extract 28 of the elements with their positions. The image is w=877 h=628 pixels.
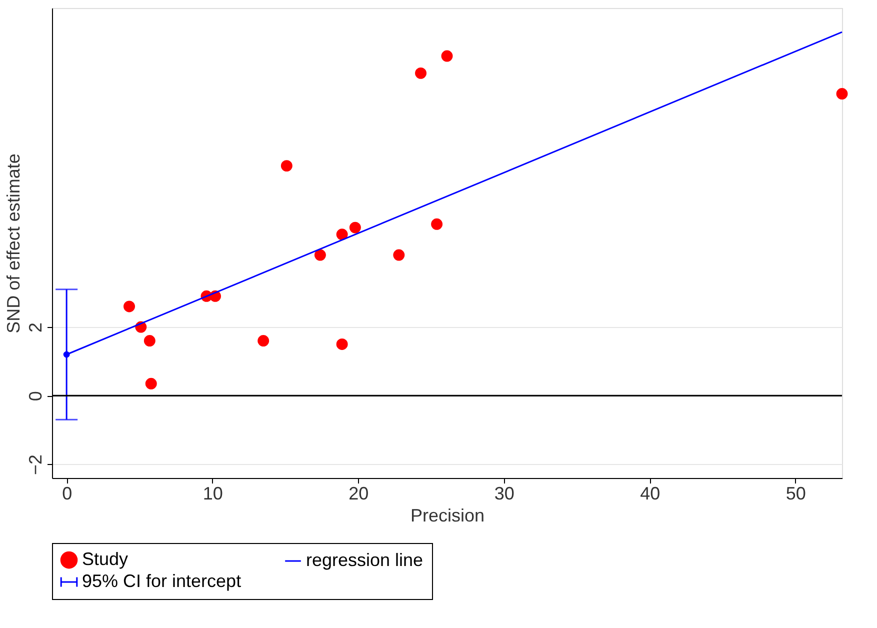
point [336,338,348,350]
x-tick-label: 40 [640,484,660,504]
x-tick-label: 0 [62,484,72,504]
legend-label: Study [82,549,128,570]
point [336,228,348,240]
point [258,335,270,347]
point [349,222,361,234]
point [145,378,157,390]
x-tick-label: 20 [348,484,369,504]
point [393,249,405,261]
point [836,88,848,100]
x-axis-title: Precision [410,506,485,526]
legend-label: regression line [306,550,424,570]
point [124,300,135,312]
point [144,335,156,347]
legend-label: 95% CI for intercept [82,571,242,591]
point [441,50,453,62]
point [431,218,443,230]
x-tick-label: 50 [786,484,806,504]
y-tick-label: −2 [26,454,46,476]
y-tick-label: 0 [26,391,46,402]
y-tick-label: 2 [26,322,46,333]
x-tick-label: 10 [202,484,223,504]
point [280,160,292,172]
point [314,249,326,261]
x-tick-label: 30 [494,484,514,504]
point [415,67,427,79]
y-axis-title: SND of effect estimate [4,154,24,334]
